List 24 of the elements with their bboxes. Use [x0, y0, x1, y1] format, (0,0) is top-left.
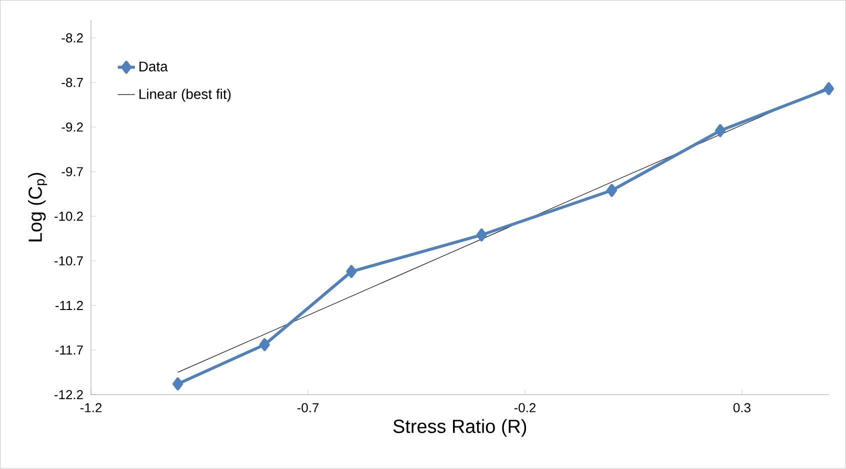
point: [346, 265, 357, 278]
y-tick-label: -11.7: [55, 346, 83, 355]
y-tick-label: -10.2: [54, 212, 83, 222]
point: [172, 378, 184, 391]
x-tick-label: -0.7: [297, 403, 319, 413]
legend-label: Data: [139, 62, 168, 72]
y-tick-label: -8.2: [62, 34, 83, 43]
y-tick-label: -8.7: [62, 78, 83, 88]
legend-label: Linear (best fit): [139, 88, 231, 102]
x-tick-label: -0.2: [514, 403, 536, 413]
point: [824, 82, 834, 96]
point: [715, 124, 726, 138]
point: [259, 338, 270, 352]
y-tick-label: -10.7: [54, 256, 83, 266]
point: [476, 228, 487, 242]
x-tick-label: -1.2: [80, 403, 102, 412]
y-tick-label: -12.2: [54, 390, 83, 400]
y-tick-label: -9.2: [62, 122, 83, 132]
y-axis-title: Log (C$_{p}$): [28, 173, 48, 242]
x-tick-label: 0.3: [733, 403, 750, 413]
x-axis-title: Stress Ratio (R): [393, 419, 526, 438]
y-tick-label: -11.2: [55, 301, 83, 310]
point: [606, 184, 618, 198]
y-tick-label: -9.7: [62, 167, 83, 176]
